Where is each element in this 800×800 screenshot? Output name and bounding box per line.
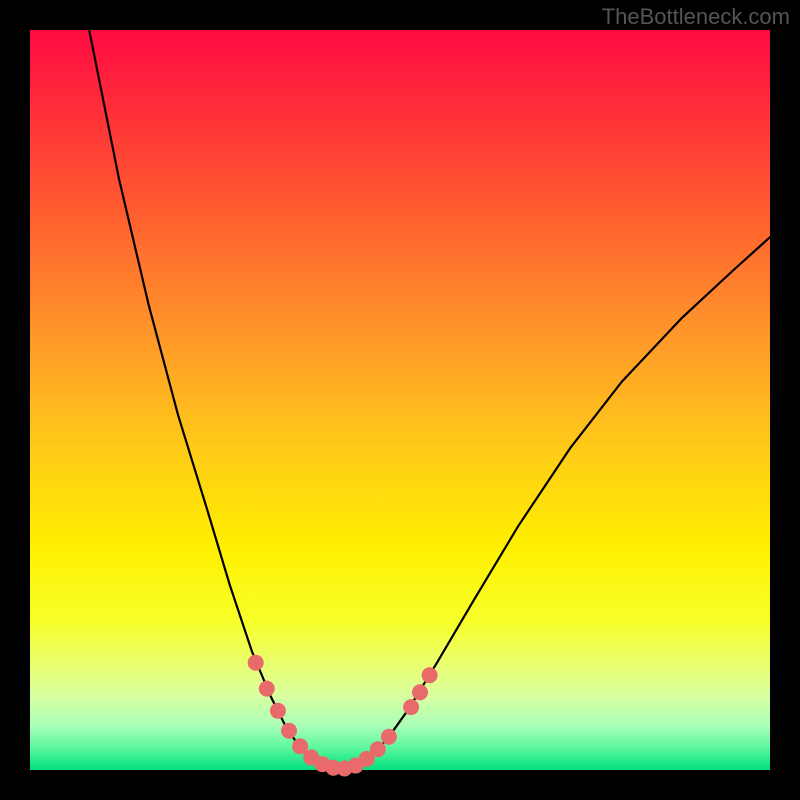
highlight-dot bbox=[281, 723, 297, 739]
highlight-dot bbox=[412, 684, 428, 700]
highlight-dot bbox=[381, 729, 397, 745]
highlight-dot bbox=[422, 667, 438, 683]
chart-container: TheBottleneck.com bbox=[0, 0, 800, 800]
highlight-dot bbox=[370, 741, 386, 757]
highlight-dot bbox=[270, 703, 286, 719]
highlight-dot bbox=[248, 655, 264, 671]
watermark-text: TheBottleneck.com bbox=[602, 4, 790, 30]
plot-background-gradient bbox=[30, 30, 770, 770]
highlight-dot bbox=[259, 681, 275, 697]
bottleneck-curve-chart bbox=[0, 0, 800, 800]
highlight-dot bbox=[403, 699, 419, 715]
